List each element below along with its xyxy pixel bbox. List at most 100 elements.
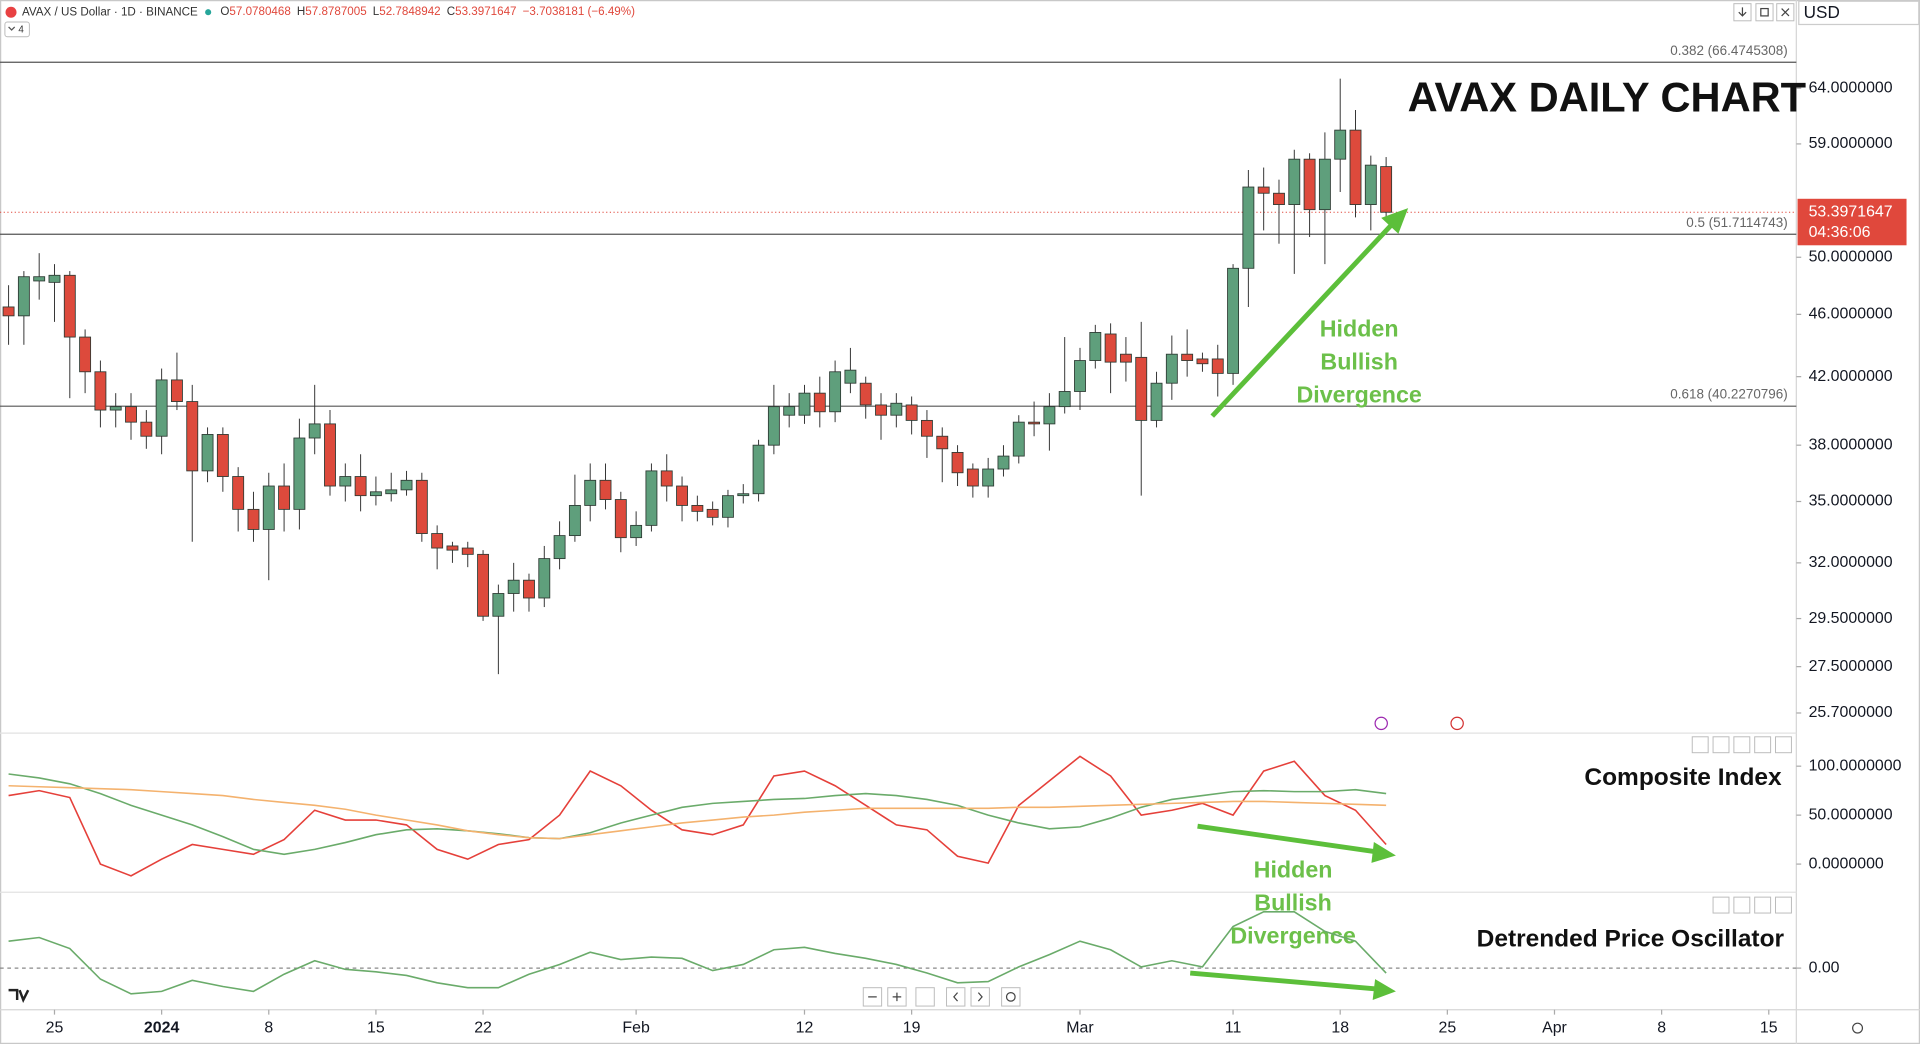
scroll-right-button[interactable] (970, 987, 990, 1007)
candle-body (1181, 353, 1194, 361)
maximize-button[interactable] (1755, 3, 1774, 22)
candle-body (767, 406, 780, 446)
candle-body (385, 489, 398, 495)
icon (953, 992, 959, 1002)
y-tick-label: 0.0000000 (1809, 855, 1884, 872)
pane-title: AVAX DAILY CHART (1408, 73, 1807, 120)
candle-body (1242, 186, 1255, 269)
candle-body (400, 479, 413, 491)
ohlc-readout: O57.0780468 H57.8787005 L52.7848942 C53.397… (220, 5, 635, 18)
y-tick-label: 38.0000000 (1809, 436, 1893, 453)
candle-body (1165, 353, 1178, 384)
icon (1760, 7, 1769, 17)
candle-body (1318, 158, 1331, 211)
settings-icon[interactable] (1852, 1022, 1864, 1034)
fib-label: 0.382 (66.4745308) (1670, 43, 1787, 58)
pane-close-button[interactable] (1733, 736, 1751, 754)
chevron-icon (8, 26, 16, 31)
candle-body (216, 434, 229, 477)
candle-body (691, 504, 704, 512)
ohlc-key: O (220, 5, 229, 18)
candle-body (1043, 406, 1056, 425)
candle-body (171, 379, 183, 402)
candle-body (1211, 358, 1224, 374)
icon (1005, 991, 1016, 1002)
ohlc-change: −3.7038181 (−6.49%) (523, 5, 635, 18)
event-icon[interactable] (1374, 716, 1388, 731)
pane-buttons (1691, 736, 1792, 914)
candle-body (109, 406, 122, 411)
currency: USD (1804, 2, 1840, 22)
symbol-logo (5, 6, 17, 18)
candle-body (1196, 358, 1209, 365)
candle-body (1058, 391, 1071, 408)
candle-body (538, 558, 551, 599)
arrow-head (1372, 979, 1396, 1000)
candle-body (997, 455, 1010, 470)
currency-box[interactable] (1798, 0, 1920, 26)
candle-body (829, 371, 842, 413)
pane-up-button[interactable] (1691, 736, 1709, 754)
candle-body (48, 274, 61, 283)
y-tick-label: 27.5000000 (1809, 658, 1893, 675)
candle-body (262, 485, 275, 530)
pane-close-button[interactable] (1733, 896, 1751, 914)
y-tick-label: 42.0000000 (1809, 368, 1893, 385)
candle-body (324, 423, 336, 487)
candle-body (584, 479, 597, 506)
pane-maximize-button[interactable] (1775, 896, 1792, 914)
icon (1738, 7, 1747, 17)
y-tick-label: 46.0000000 (1809, 306, 1893, 323)
x-tick-label: 25 (1438, 1019, 1456, 1036)
candle-body (125, 406, 137, 423)
candle-body (477, 553, 489, 617)
annotation: Hidden (1320, 316, 1399, 342)
arrow-head (1381, 208, 1409, 234)
candle-body (905, 404, 918, 421)
icon (892, 992, 902, 1002)
scroll-button[interactable] (915, 987, 935, 1007)
x-tick-label: 12 (796, 1019, 814, 1036)
pane-maximize-button[interactable] (1775, 736, 1792, 754)
reset-button[interactable] (1001, 987, 1021, 1007)
ohlc-key: L (373, 5, 380, 18)
candle-body (94, 371, 107, 411)
pane-delete-button[interactable] (1754, 896, 1772, 914)
candle-body (737, 493, 750, 497)
y-tick-label: 50.0000000 (1809, 806, 1893, 823)
scroll-left-button[interactable] (946, 987, 966, 1007)
pane-down-button[interactable] (1712, 736, 1730, 754)
candle-body (431, 533, 444, 549)
collapse-button[interactable] (4, 21, 30, 38)
y-tick-label: 64.0000000 (1809, 79, 1893, 96)
candle-body (1119, 353, 1132, 363)
plot-area: 64.0000000 59.0000000 50.0000000 46.0000000… (0, 43, 1907, 1036)
event-icon[interactable] (1450, 716, 1464, 731)
x-tick-label: 25 (46, 1019, 64, 1036)
pane-delete-button[interactable] (1754, 736, 1772, 754)
x-tick-label: 18 (1331, 1019, 1349, 1036)
candle-body (155, 379, 168, 437)
candle-body (1303, 158, 1316, 211)
candle-body (308, 423, 321, 439)
arrow-head (1371, 842, 1396, 863)
ohlc-key: C (447, 5, 455, 18)
pane-title: Composite Index (1584, 764, 1782, 791)
candle-body (492, 593, 505, 617)
candle-body (79, 336, 92, 373)
candle-body (1257, 186, 1270, 194)
pane-up-button[interactable] (1712, 896, 1730, 914)
y-tick-label: 0.00 (1809, 959, 1840, 976)
candle-body (1028, 421, 1041, 425)
arrow-shaft (1189, 970, 1377, 992)
x-tick-label: Apr (1542, 1019, 1567, 1036)
candle-body (140, 421, 153, 437)
candle-body (951, 452, 964, 474)
candle-body (247, 508, 260, 530)
indicator-line (8, 784, 1387, 840)
candle-body (706, 508, 719, 518)
candle-body (813, 392, 826, 413)
y-tick-label: 29.5000000 (1809, 610, 1893, 627)
